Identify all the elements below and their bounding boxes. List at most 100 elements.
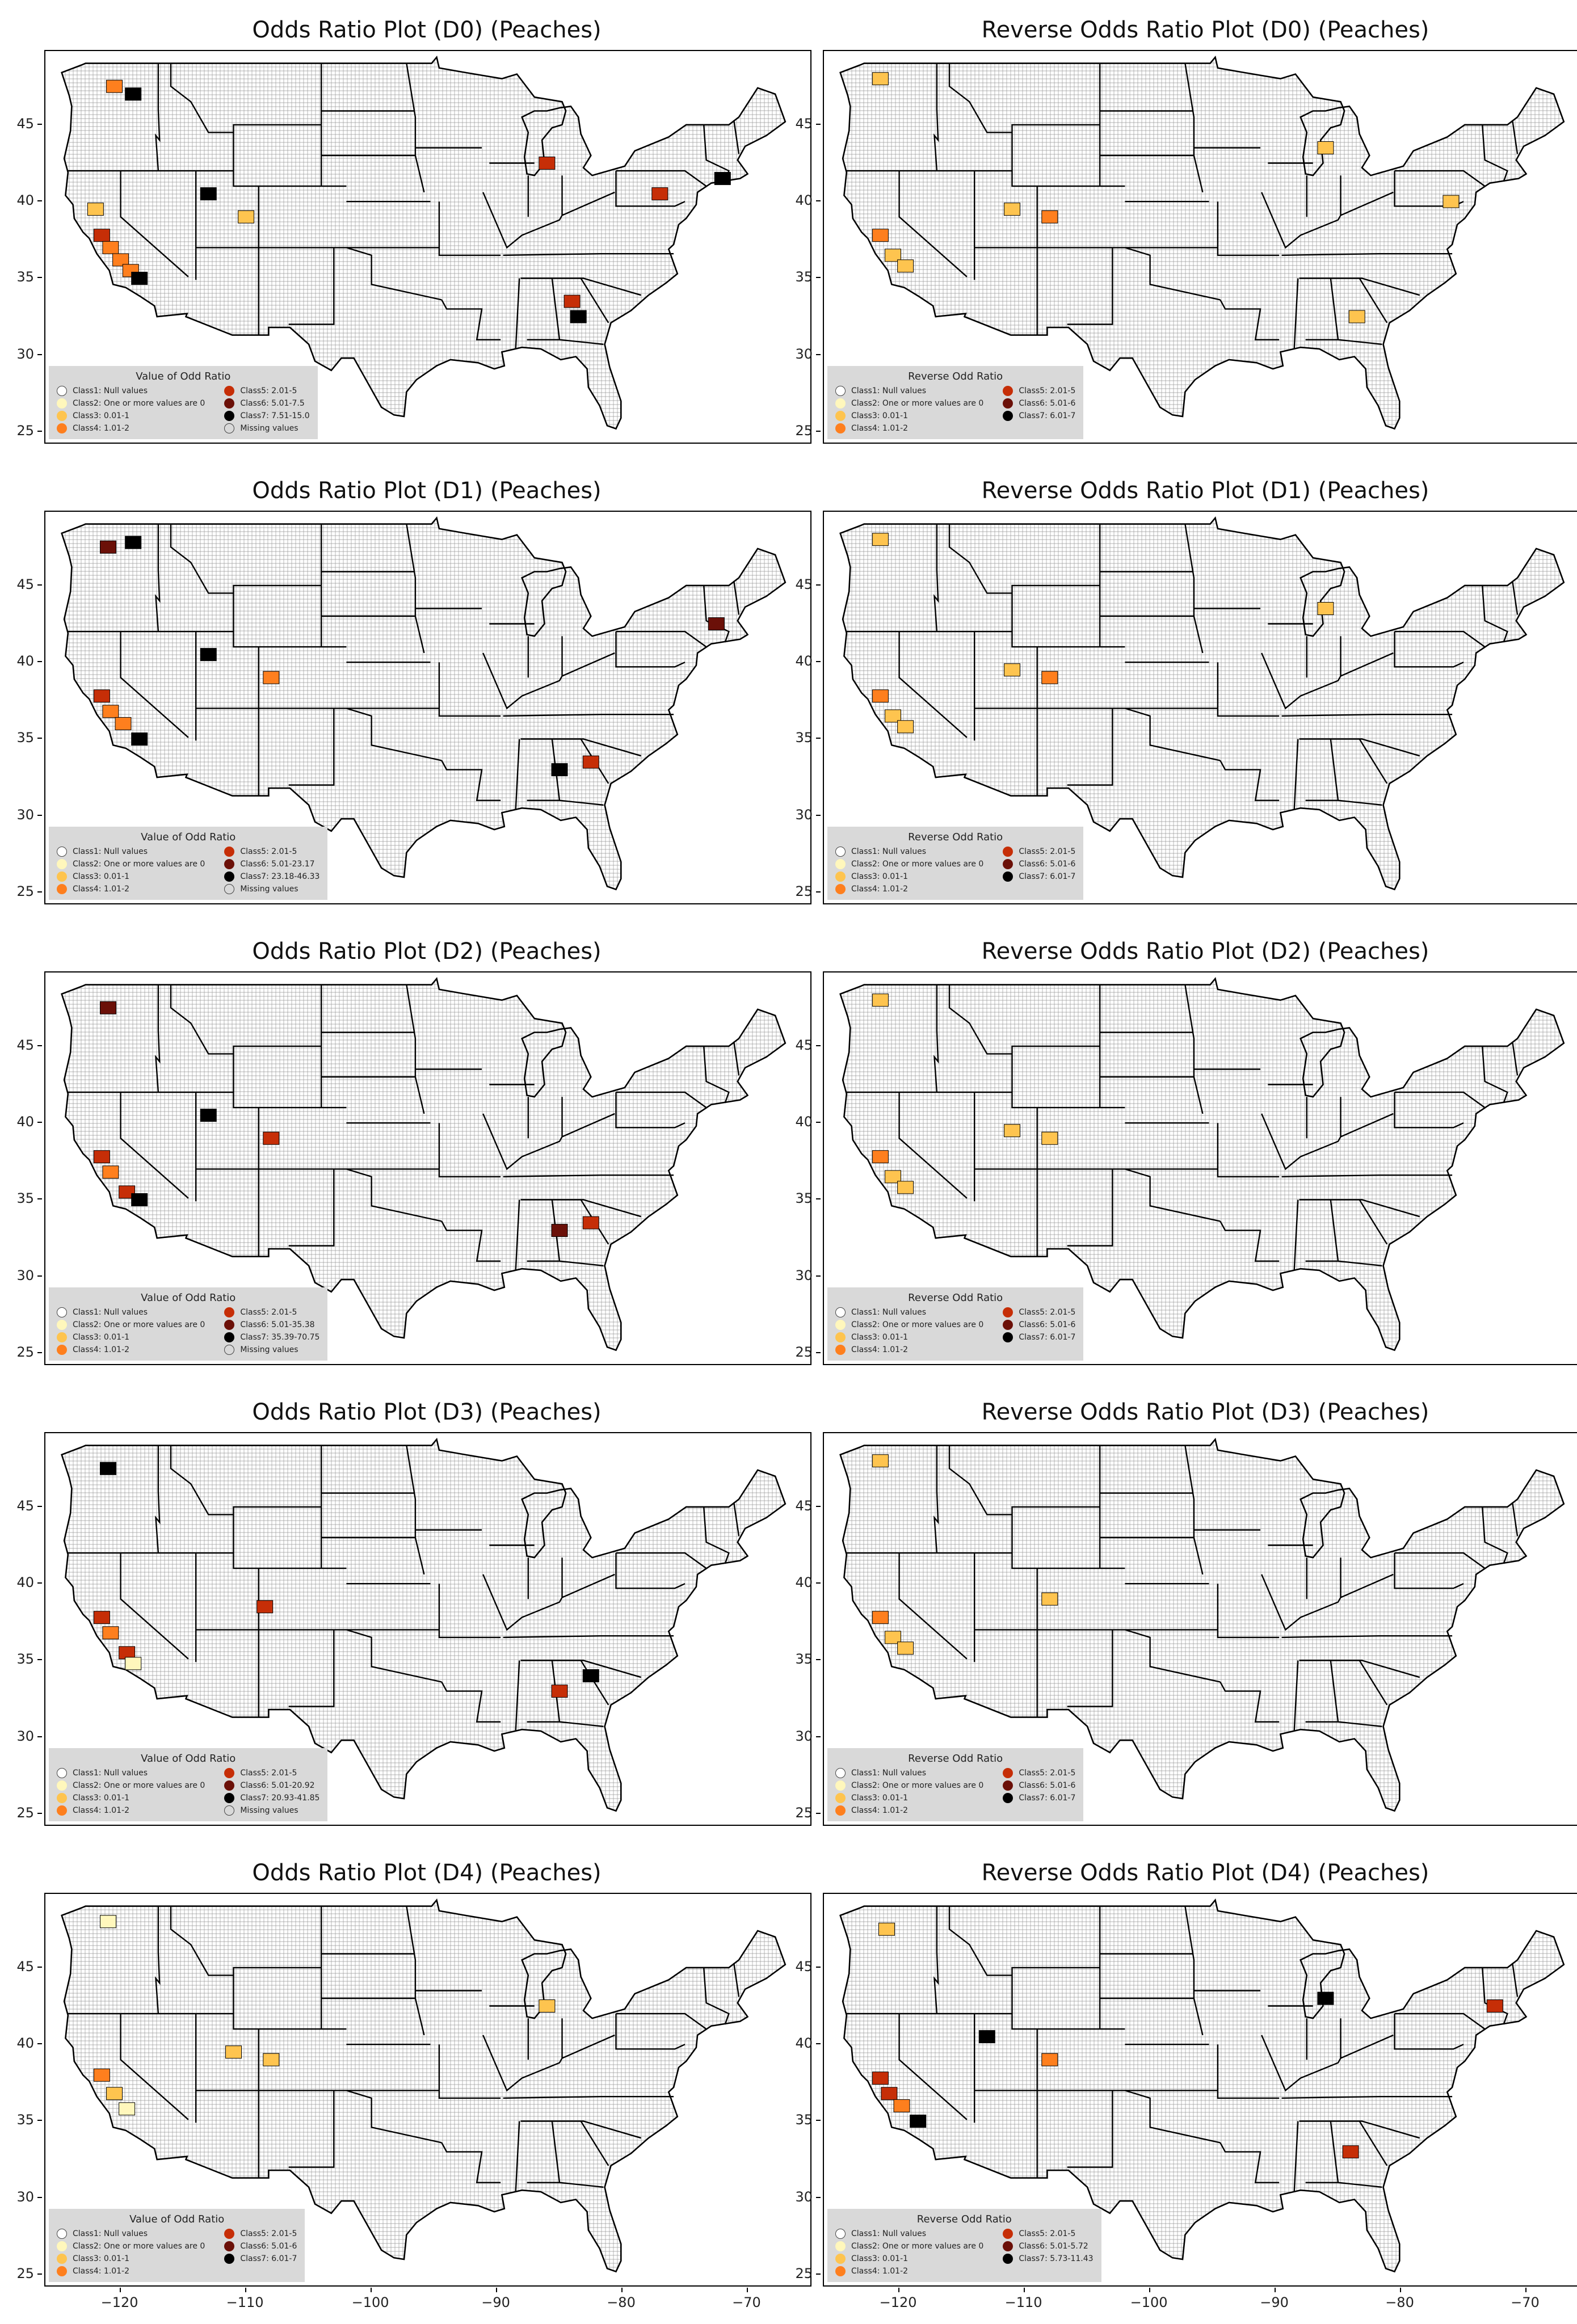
x-tick-label: −80 xyxy=(1377,2288,1423,2310)
y-tick-label: 25 xyxy=(784,1805,821,1821)
legend-swatch-icon xyxy=(57,1345,67,1355)
legend-item: Class1: Null values xyxy=(835,2229,983,2239)
county-patch xyxy=(1486,1999,1503,2013)
legend-item: Class4: 1.01-2 xyxy=(835,884,983,894)
x-tick-label: −80 xyxy=(599,2288,644,2310)
legend-swatch-icon xyxy=(57,2254,67,2264)
legend-title: Value of Odd Ratio xyxy=(141,1292,236,1304)
legend-swatch-icon xyxy=(1003,1307,1014,1317)
legend-item: Class3: 0.01-1 xyxy=(835,411,983,421)
y-tick-label: 35 xyxy=(784,730,821,746)
county-patch xyxy=(102,1626,119,1640)
legend-item: Class3: 0.01-1 xyxy=(57,1332,205,1342)
y-tick-label: 30 xyxy=(784,346,821,362)
x-tick-label: −120 xyxy=(97,2288,142,2310)
county-patch xyxy=(551,763,568,777)
y-tick-label: 25 xyxy=(6,2266,42,2281)
y-tick-label: 25 xyxy=(6,883,42,899)
legend-swatch-icon xyxy=(1003,859,1014,869)
choropleth-map xyxy=(839,516,1565,891)
county-patch xyxy=(714,172,731,186)
county-patch xyxy=(93,1611,110,1624)
county-patch xyxy=(708,617,725,630)
legend-swatch-icon xyxy=(57,1793,67,1803)
county-patch xyxy=(582,1669,599,1682)
county-patch xyxy=(582,1216,599,1230)
map-axes: Reverse Odd Ratio Class1: Null values Clas… xyxy=(823,1893,1577,2287)
legend-swatch-icon xyxy=(224,1793,235,1803)
county-patch xyxy=(872,2072,889,2085)
legend-item: Class6: 5.01-6 xyxy=(1003,398,1075,409)
legend: Reverse Odd Ratio Class1: Null values Clas… xyxy=(827,1748,1084,1821)
legend-swatch-icon xyxy=(835,398,846,409)
legend-label: Class7: 23.18-46.33 xyxy=(240,872,320,881)
legend-label: Class7: 5.73-11.43 xyxy=(1019,2254,1094,2263)
legend-label: Missing values xyxy=(240,424,298,433)
map-axes: Reverse Odd Ratio Class1: Null values Clas… xyxy=(823,511,1577,904)
legend-swatch-icon xyxy=(1003,1768,1014,1778)
state-boundaries xyxy=(68,1445,740,1731)
map-axes: Value of Odd Ratio Class1: Null values Cla… xyxy=(44,511,811,904)
county-patch xyxy=(872,533,889,546)
legend-item: Class3: 0.01-1 xyxy=(835,2254,983,2264)
legend-swatch-icon xyxy=(835,1345,846,1355)
legend-item: Class4: 1.01-2 xyxy=(57,884,205,894)
county-patch xyxy=(263,2053,280,2066)
county-patch xyxy=(872,1150,889,1164)
legend-label: Class1: Null values xyxy=(73,1308,148,1317)
y-tick-label: 45 xyxy=(6,1959,42,1974)
county-patch xyxy=(651,187,668,201)
county-patch xyxy=(125,1657,142,1670)
legend-swatch-icon xyxy=(224,386,235,396)
legend-label: Class2: One or more values are 0 xyxy=(73,1320,205,1329)
y-tick-label: 30 xyxy=(784,807,821,823)
legend-item: Class1: Null values xyxy=(835,386,983,396)
state-boundaries xyxy=(846,63,1519,349)
legend-swatch-icon xyxy=(224,2229,235,2239)
county-patch xyxy=(102,705,119,718)
map-panel: Reverse Odds Ratio Plot (D4) (Peaches) Re… xyxy=(779,1853,1577,2318)
y-tick-label: 40 xyxy=(784,192,821,208)
state-boundaries xyxy=(68,1906,740,2192)
legend-item: Class3: 0.01-1 xyxy=(835,872,983,882)
legend: Reverse Odd Ratio Class1: Null values Clas… xyxy=(827,827,1084,900)
legend-swatch-icon xyxy=(224,872,235,882)
legend-swatch-icon xyxy=(224,423,235,433)
legend-label: Class7: 6.01-7 xyxy=(1019,1333,1076,1342)
county-patch xyxy=(978,2030,995,2044)
y-tick-label: 45 xyxy=(784,1959,821,1974)
map-axes: Value of Odd Ratio Class1: Null values Cla… xyxy=(44,1893,811,2287)
map-panel: Odds Ratio Plot (D2) (Peaches) Value of O… xyxy=(0,932,811,1397)
legend-item: Class7: 6.01-7 xyxy=(1003,411,1075,421)
legend-item xyxy=(1003,1805,1075,1816)
legend-swatch-icon xyxy=(224,398,235,409)
county-patch xyxy=(551,1685,568,1698)
y-tick-label: 45 xyxy=(784,576,821,592)
legend-label: Class7: 6.01-7 xyxy=(1019,872,1076,881)
legend-swatch-icon xyxy=(57,1332,67,1342)
legend-item: Class6: 5.01-6 xyxy=(1003,859,1075,869)
legend-label: Class5: 2.01-5 xyxy=(1019,386,1076,395)
legend-label: Class4: 1.01-2 xyxy=(73,1806,130,1815)
y-tick-label: 35 xyxy=(6,1190,42,1206)
county-patch xyxy=(910,2115,927,2128)
map-axes: Reverse Odd Ratio Class1: Null values Clas… xyxy=(823,1432,1577,1826)
y-tick-label: 30 xyxy=(784,1268,821,1283)
county-patch xyxy=(551,1224,568,1237)
legend-title: Reverse Odd Ratio xyxy=(908,1753,1003,1765)
choropleth-map xyxy=(61,55,787,430)
legend-item: Class4: 1.01-2 xyxy=(57,2266,205,2276)
panel-title: Odds Ratio Plot (D4) (Peaches) xyxy=(252,1860,602,1886)
legend-item: Missing values xyxy=(224,884,319,894)
legend-item: Class5: 2.01-5 xyxy=(1003,386,1075,396)
y-tick-label: 40 xyxy=(6,192,42,208)
legend-item: Class2: One or more values are 0 xyxy=(57,2241,205,2251)
legend-swatch-icon xyxy=(1003,1780,1014,1791)
legend-label: Class7: 35.39-70.75 xyxy=(240,1333,320,1342)
legend-swatch-icon xyxy=(57,1768,67,1778)
legend-title: Value of Odd Ratio xyxy=(136,371,231,382)
y-tick-label: 40 xyxy=(6,1574,42,1590)
legend-label: Class2: One or more values are 0 xyxy=(73,2242,205,2251)
county-patch xyxy=(897,259,914,273)
state-boundaries xyxy=(846,524,1519,810)
